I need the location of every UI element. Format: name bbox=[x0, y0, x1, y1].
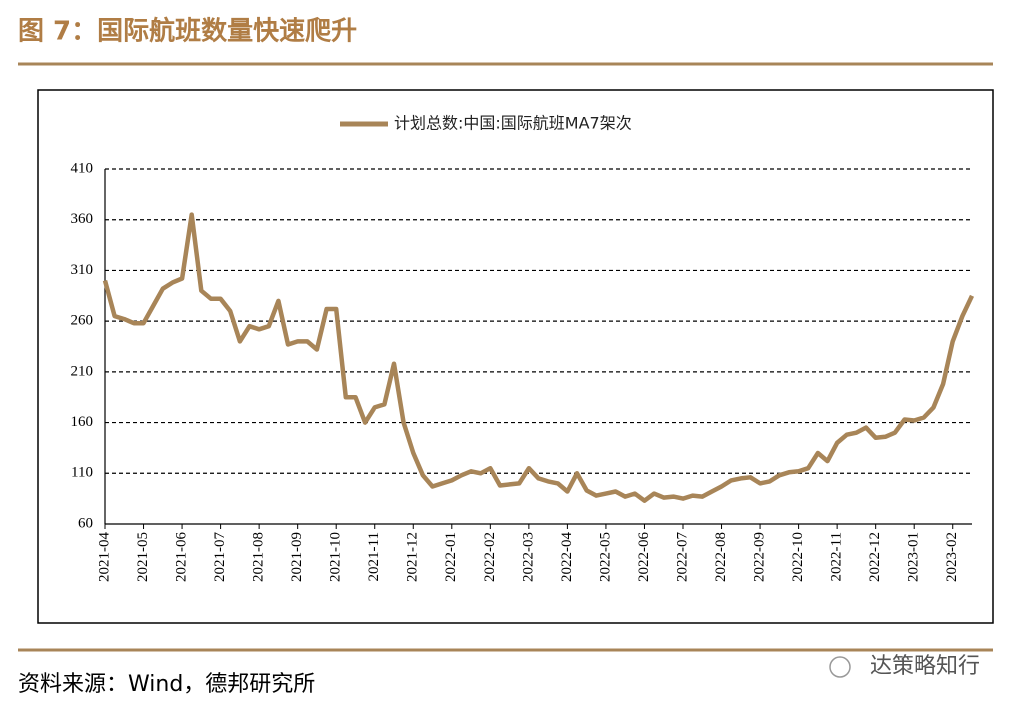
x-tick-label: 2021-05 bbox=[135, 532, 151, 582]
y-tick-label: 110 bbox=[71, 465, 93, 481]
x-tick-label: 2021-11 bbox=[366, 532, 382, 581]
x-tick-label: 2021-06 bbox=[174, 532, 190, 582]
x-tick-label: 2021-04 bbox=[96, 532, 112, 582]
y-tick-label: 60 bbox=[78, 515, 93, 531]
chart-frame bbox=[37, 89, 994, 624]
x-tick-label: 2022-05 bbox=[597, 532, 613, 582]
y-tick-label: 360 bbox=[71, 211, 94, 227]
x-tick-label: 2021-08 bbox=[251, 532, 267, 582]
x-tick-label: 2022-01 bbox=[443, 532, 459, 582]
x-tick-label: 2022-11 bbox=[829, 532, 845, 581]
x-tick-label: 2022-04 bbox=[559, 532, 575, 582]
source: 资料来源：Wind，德邦研究所 bbox=[18, 672, 315, 697]
x-tick-label: 2022-03 bbox=[520, 532, 536, 582]
x-tick-label: 2021-09 bbox=[289, 532, 305, 582]
x-tick-label: 2022-07 bbox=[674, 532, 690, 582]
x-tick-label: 2021-10 bbox=[328, 532, 344, 582]
x-tick-label: 2022-06 bbox=[636, 532, 652, 582]
y-tick-label: 410 bbox=[71, 160, 94, 176]
watermark: 达策略知行 bbox=[870, 654, 980, 679]
y-tick-label: 310 bbox=[71, 262, 94, 278]
x-tick-label: 2021-07 bbox=[212, 532, 228, 582]
y-tick-label: 210 bbox=[71, 363, 94, 379]
series-line bbox=[102, 212, 975, 503]
x-tick-label: 2021-12 bbox=[405, 532, 421, 582]
x-tick-label: 2022-12 bbox=[867, 532, 883, 582]
x-tick-label: 2023-01 bbox=[906, 532, 922, 582]
watermark-icon bbox=[829, 656, 851, 678]
legend-label: 计划总数:中国:国际航班MA7架次 bbox=[394, 114, 632, 133]
x-tick-label: 2022-10 bbox=[790, 532, 806, 582]
figure-title: 图 7：国际航班数量快速爬升 bbox=[18, 16, 357, 47]
x-tick-label: 2022-02 bbox=[482, 532, 498, 582]
y-tick-label: 260 bbox=[71, 313, 94, 329]
x-tick-label: 2022-09 bbox=[752, 532, 768, 582]
x-tick-label: 2022-08 bbox=[713, 532, 729, 582]
y-tick-label: 160 bbox=[71, 414, 94, 430]
x-tick-label: 2023-02 bbox=[944, 532, 960, 582]
